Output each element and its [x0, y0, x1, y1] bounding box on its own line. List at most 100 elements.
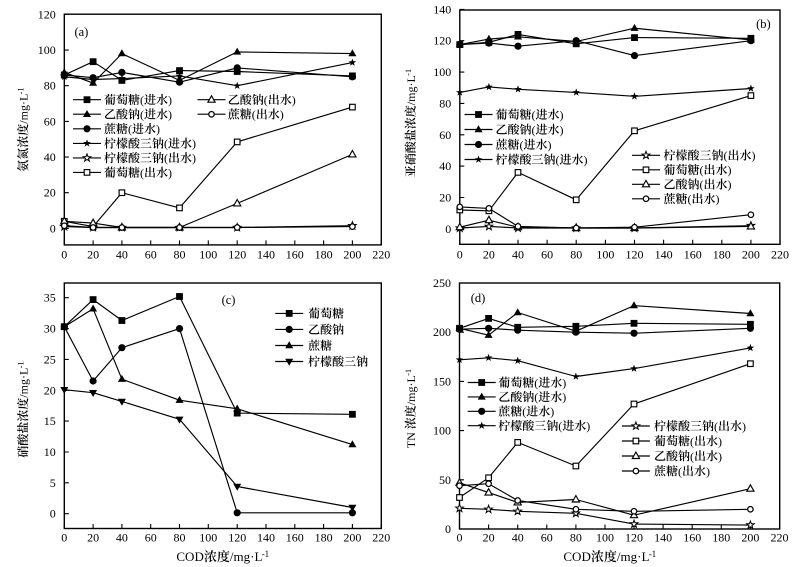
svg-text:180: 180 [315, 248, 333, 262]
svg-text:(: ( [556, 153, 560, 167]
svg-text:): ) [560, 108, 564, 122]
svg-text:): ) [168, 93, 172, 107]
svg-text:160: 160 [286, 248, 304, 262]
svg-text:): ) [550, 405, 554, 419]
svg-text:80: 80 [570, 248, 582, 262]
svg-text:20: 20 [483, 530, 495, 544]
svg-text:): ) [752, 149, 756, 163]
svg-text:250: 250 [433, 276, 451, 290]
svg-text:(: ( [688, 192, 692, 206]
svg-text:(a): (a) [74, 25, 88, 39]
svg-text:120: 120 [625, 530, 643, 544]
svg-text:(: ( [534, 376, 538, 390]
svg-text:(d): (d) [471, 291, 486, 305]
svg-text:80: 80 [174, 248, 186, 262]
svg-text:35: 35 [44, 291, 56, 305]
svg-text:200: 200 [741, 530, 759, 544]
svg-text:(b): (b) [756, 17, 771, 31]
svg-text:100: 100 [596, 248, 614, 262]
svg-text:0: 0 [50, 507, 56, 521]
svg-text:100: 100 [199, 248, 217, 262]
svg-text:/mg·L: /mg·L [404, 75, 418, 105]
svg-text:): ) [706, 464, 710, 478]
svg-text:0: 0 [445, 222, 451, 236]
svg-text:): ) [728, 178, 732, 192]
svg-text:80: 80 [570, 530, 582, 544]
svg-text:): ) [742, 419, 746, 433]
svg-text:COD: COD [176, 549, 203, 564]
svg-text:/mg·L: /mg·L [617, 549, 650, 564]
svg-text:180: 180 [315, 530, 333, 544]
svg-text:): ) [562, 376, 566, 390]
svg-text:100: 100 [596, 530, 614, 544]
svg-text:160: 160 [684, 248, 702, 262]
svg-text:): ) [586, 419, 590, 433]
svg-text:180: 180 [712, 530, 730, 544]
svg-text:120: 120 [228, 530, 246, 544]
svg-text:(: ( [700, 178, 704, 192]
svg-text:(: ( [532, 123, 536, 137]
svg-text:100: 100 [38, 43, 56, 57]
svg-text:(: ( [700, 163, 704, 177]
svg-text:0: 0 [61, 248, 67, 262]
svg-text:20: 20 [87, 530, 99, 544]
svg-text:60: 60 [145, 530, 157, 544]
svg-text:150: 150 [433, 374, 451, 388]
svg-text:40: 40 [512, 530, 524, 544]
svg-text:-1: -1 [403, 369, 413, 376]
svg-text:(: ( [714, 419, 718, 433]
svg-text:25: 25 [44, 352, 56, 366]
svg-text:): ) [280, 108, 284, 122]
svg-text:20: 20 [87, 248, 99, 262]
svg-text:100: 100 [433, 424, 451, 438]
svg-text:40: 40 [439, 159, 451, 173]
svg-text:0: 0 [457, 248, 463, 262]
svg-text:0: 0 [445, 522, 451, 536]
svg-text:20: 20 [44, 186, 56, 200]
svg-text:/mg·L: /mg·L [16, 94, 30, 124]
svg-text:40: 40 [116, 248, 128, 262]
svg-text:-1: -1 [403, 69, 413, 76]
svg-text:140: 140 [433, 2, 451, 16]
svg-text:0: 0 [50, 221, 56, 235]
svg-text:/mg·L: /mg·L [404, 375, 418, 405]
svg-text:(: ( [558, 419, 562, 433]
svg-text:(: ( [690, 434, 694, 448]
svg-text:80: 80 [439, 96, 451, 110]
svg-text:80: 80 [44, 79, 56, 93]
svg-text:120: 120 [38, 7, 56, 21]
svg-text:80: 80 [174, 530, 186, 544]
svg-text:): ) [192, 151, 196, 165]
svg-text:0: 0 [61, 530, 67, 544]
svg-text:(: ( [140, 108, 144, 122]
svg-text:COD: COD [563, 549, 590, 564]
svg-text:120: 120 [433, 34, 451, 48]
svg-text:50: 50 [439, 473, 451, 487]
svg-text:(: ( [252, 108, 256, 122]
svg-text:100: 100 [199, 530, 217, 544]
svg-text:): ) [584, 153, 588, 167]
svg-text:): ) [168, 108, 172, 122]
svg-text:(: ( [164, 137, 168, 151]
svg-text:(: ( [164, 151, 168, 165]
svg-text:(: ( [532, 108, 536, 122]
svg-text:120: 120 [228, 248, 246, 262]
svg-text:140: 140 [257, 530, 275, 544]
svg-text:): ) [192, 137, 196, 151]
svg-text:120: 120 [626, 248, 644, 262]
svg-text:60: 60 [541, 530, 553, 544]
svg-text:60: 60 [541, 248, 553, 262]
svg-text:140: 140 [655, 248, 673, 262]
svg-text:): ) [292, 93, 296, 107]
svg-text:(: ( [140, 93, 144, 107]
svg-text:(: ( [520, 138, 524, 152]
svg-text:30: 30 [44, 322, 56, 336]
svg-text:5: 5 [50, 476, 56, 490]
svg-text:20: 20 [44, 383, 56, 397]
svg-text:60: 60 [44, 114, 56, 128]
svg-text:40: 40 [512, 248, 524, 262]
svg-text:20: 20 [439, 191, 451, 205]
svg-text:): ) [156, 122, 160, 136]
svg-text:-1: -1 [262, 549, 270, 559]
svg-text:): ) [548, 138, 552, 152]
